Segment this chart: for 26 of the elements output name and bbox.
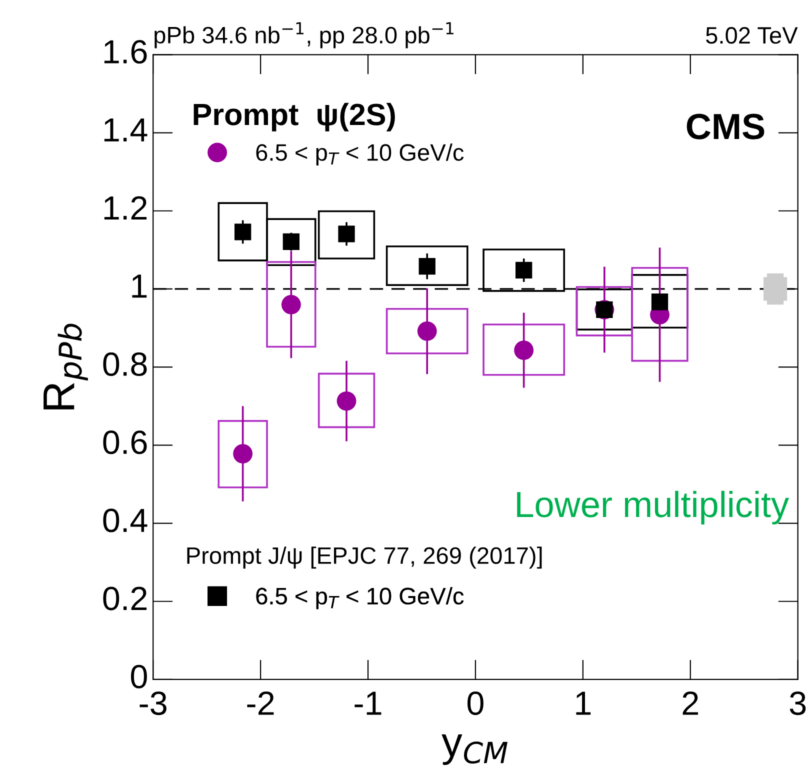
text: pPb 34.6 nb$^{−1}$, pp 28.0 pb$^{−1}$: [154, 22, 454, 48]
annotation: CMS: [686, 114, 764, 140]
y-tick-label: 0.2: [103, 586, 147, 610]
y-tick-label: 1: [132, 274, 147, 298]
y-tick-label: 0.8: [103, 352, 147, 376]
annotation: Prompt ψ(2S): [194, 102, 395, 132]
legend-label: 6.5 < p$_{T}$ < 10 GeV/c: [256, 587, 464, 610]
x-tick-label: 0: [468, 691, 484, 716]
y-tick-label: 0.4: [103, 508, 148, 532]
annotation: Prompt J/ψ [EPJC 77, 269 (2017)]: [187, 546, 542, 569]
x-axis-title: y$_{CM}$: [442, 734, 508, 765]
y-tick-label: 1.2: [104, 196, 147, 220]
y-tick-label: 0.6: [103, 430, 147, 454]
y-tick-label: 1.4: [104, 118, 148, 142]
y-tick-label: 0: [130, 664, 147, 688]
x-tick-label: 1: [576, 692, 591, 715]
x-tick-label: -1: [354, 692, 382, 715]
x-tick-label: 3: [790, 691, 806, 716]
x-tick-label: 2: [682, 691, 698, 715]
annotation: Lower multiplicity: [517, 490, 790, 524]
legend-label: 6.5 < p$_{T}$ < 10 GeV/c: [256, 144, 464, 166]
x-tick-label: -3: [140, 691, 166, 716]
y-tick-label: 1.6: [104, 40, 147, 64]
x-tick-label: -2: [247, 691, 274, 715]
text: 5.02 TeV: [706, 27, 798, 44]
y-axis-title: R$_{pPb}$: [44, 324, 88, 410]
